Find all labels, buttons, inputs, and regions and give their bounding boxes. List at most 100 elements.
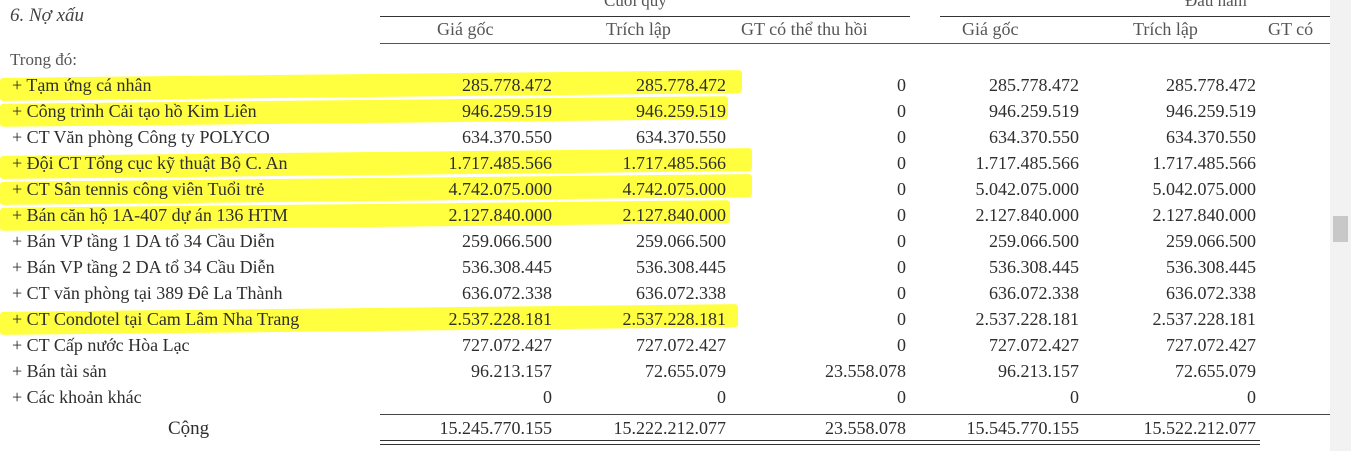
cell-cost-eoq: 0 [543, 387, 552, 407]
total-label: Cộng [168, 418, 210, 439]
total-row: Cộng 15.245.770.155 15.222.212.077 23.55… [0, 415, 1330, 440]
table-row: + CT văn phòng tại 389 Đê La Thành 636.07… [0, 280, 1330, 305]
cell-provision-eoq: 72.655.079 [645, 361, 726, 381]
cell-recoverable-eoq: 0 [897, 309, 906, 329]
cell-provision-eoq: 2.537.228.181 [622, 309, 727, 329]
cell-provision-boy: 0 [1247, 387, 1256, 407]
cell-cost-boy: 5.042.075.000 [975, 179, 1080, 199]
header-recoverable-eoq: GT có thể thu hồi [741, 19, 868, 39]
total-provision-boy: 15.522.212.077 [1143, 418, 1257, 438]
cell-cost-boy: 536.308.445 [989, 257, 1079, 277]
cell-provision-boy: 2.537.228.181 [1152, 309, 1257, 329]
row-label: + Tạm ứng cá nhân [12, 75, 152, 95]
cell-recoverable-eoq: 0 [897, 153, 906, 173]
row-label: + CT Văn phòng Công ty POLYCO [12, 127, 270, 147]
cell-provision-boy: 536.308.445 [1166, 257, 1256, 277]
cell-provision-boy: 636.072.338 [1166, 283, 1256, 303]
cell-provision-boy: 5.042.075.000 [1152, 179, 1257, 199]
total-double-rule [380, 440, 1260, 445]
table-row: + CT Văn phòng Công ty POLYCO 634.370.550… [0, 124, 1330, 149]
row-label: + Bán VP tầng 2 DA tổ 34 Cầu Diễn [12, 257, 275, 277]
cell-cost-eoq: 536.308.445 [462, 257, 552, 277]
table-row: + Tạm ứng cá nhân 285.778.472 285.778.472 0… [0, 70, 1330, 101]
cell-cost-eoq: 946.259.519 [462, 101, 552, 121]
cell-provision-eoq: 259.066.500 [636, 231, 726, 251]
group-rule-beginning-of-year [940, 16, 1330, 17]
cell-provision-eoq: 2.127.840.000 [622, 205, 727, 225]
cell-provision-eoq: 0 [717, 387, 726, 407]
row-label: + Bán tài sản [12, 361, 107, 381]
cell-cost-eoq: 1.717.485.566 [448, 153, 553, 173]
row-label: + Bán VP tầng 1 DA tổ 34 Cầu Diễn [12, 231, 275, 251]
cell-provision-eoq: 634.370.550 [636, 127, 726, 147]
table-row: + Công trình Cải tạo hồ Kim Liên 946.259.… [0, 96, 1330, 127]
cell-provision-eoq: 1.717.485.566 [622, 153, 727, 173]
total-provision-eoq: 15.222.212.077 [613, 418, 727, 438]
cell-provision-boy: 72.655.079 [1175, 361, 1256, 381]
row-label: + CT Condotel tại Cam Lâm Nha Trang [12, 309, 300, 329]
group-label-end-of-quarter: Cuối quý [604, 0, 667, 10]
header-rule [380, 43, 1330, 44]
cell-cost-eoq: 636.072.338 [462, 283, 552, 303]
section-title: 6. Nợ xấu [10, 5, 84, 26]
row-label: + Công trình Cải tạo hồ Kim Liên [12, 101, 257, 121]
total-recoverable-eoq: 23.558.078 [825, 418, 906, 438]
cell-recoverable-eoq: 0 [897, 335, 906, 355]
table-row: + CT Cấp nước Hòa Lạc 727.072.427 727.072.… [0, 332, 1330, 357]
total-cost-eoq: 15.245.770.155 [439, 418, 553, 438]
cell-provision-eoq: 636.072.338 [636, 283, 726, 303]
cell-cost-boy: 636.072.338 [989, 283, 1079, 303]
cell-provision-boy: 634.370.550 [1166, 127, 1256, 147]
cell-provision-eoq: 946.259.519 [636, 101, 726, 121]
cell-cost-eoq: 4.742.075.000 [448, 179, 553, 199]
cell-provision-eoq: 727.072.427 [636, 335, 726, 355]
table-row: + Bán VP tầng 1 DA tổ 34 Cầu Diễn 259.066… [0, 228, 1330, 253]
cell-cost-boy: 1.717.485.566 [975, 153, 1080, 173]
cell-recoverable-eoq: 0 [897, 205, 906, 225]
cell-provision-eoq: 536.308.445 [636, 257, 726, 277]
row-label: + Bán căn hộ 1A-407 dự án 136 HTM [12, 205, 288, 225]
header-recoverable-boy: GT có [1268, 19, 1314, 39]
row-label: + CT Sân tennis công viên Tuổi trẻ [12, 179, 265, 199]
header-cost-boy: Giá gốc [962, 19, 1019, 39]
table-row: + CT Condotel tại Cam Lâm Nha Trang 2.537… [0, 304, 1330, 335]
cell-cost-eoq: 259.066.500 [462, 231, 552, 251]
header-provision-boy: Trích lập [1133, 19, 1198, 39]
cell-recoverable-eoq: 0 [897, 75, 906, 95]
cell-provision-boy: 946.259.519 [1166, 101, 1256, 121]
cell-cost-boy: 259.066.500 [989, 231, 1079, 251]
group-rule-end-of-quarter [380, 16, 910, 17]
table-row: + Bán tài sản 96.213.157 72.655.079 23.558.… [0, 358, 1330, 383]
cell-cost-boy: 2.127.840.000 [975, 205, 1080, 225]
cell-cost-boy: 96.213.157 [998, 361, 1079, 381]
cell-recoverable-eoq: 0 [897, 101, 906, 121]
cell-cost-boy: 634.370.550 [989, 127, 1079, 147]
cell-cost-eoq: 285.778.472 [462, 75, 552, 95]
cell-recoverable-eoq: 0 [897, 257, 906, 277]
cell-recoverable-eoq: 0 [897, 283, 906, 303]
cell-cost-eoq: 634.370.550 [462, 127, 552, 147]
group-label-beginning-of-year: Đầu năm [1185, 0, 1247, 10]
cell-cost-boy: 285.778.472 [989, 75, 1079, 95]
cell-recoverable-eoq: 0 [897, 231, 906, 251]
cell-cost-eoq: 727.072.427 [462, 335, 552, 355]
table-row: + Bán căn hộ 1A-407 dự án 136 HTM 2.127.8… [0, 200, 1330, 231]
total-cost-boy: 15.545.770.155 [966, 418, 1080, 438]
cell-provision-boy: 1.717.485.566 [1152, 153, 1257, 173]
cell-provision-eoq: 4.742.075.000 [622, 179, 727, 199]
cell-cost-boy: 946.259.519 [989, 101, 1079, 121]
cell-cost-eoq: 2.127.840.000 [448, 205, 553, 225]
cell-provision-boy: 2.127.840.000 [1152, 205, 1257, 225]
cell-cost-boy: 727.072.427 [989, 335, 1079, 355]
cell-provision-boy: 259.066.500 [1166, 231, 1256, 251]
cell-recoverable-eoq: 0 [897, 127, 906, 147]
cell-recoverable-eoq: 23.558.078 [825, 361, 906, 381]
cell-provision-boy: 285.778.472 [1166, 75, 1256, 95]
cell-cost-eoq: 2.537.228.181 [448, 309, 553, 329]
subsection-note: Trong đó: [10, 50, 77, 69]
cell-cost-eoq: 96.213.157 [471, 361, 552, 381]
scrollbar-thumb[interactable] [1333, 216, 1348, 242]
cell-cost-boy: 2.537.228.181 [975, 309, 1080, 329]
cell-recoverable-eoq: 0 [897, 387, 906, 407]
